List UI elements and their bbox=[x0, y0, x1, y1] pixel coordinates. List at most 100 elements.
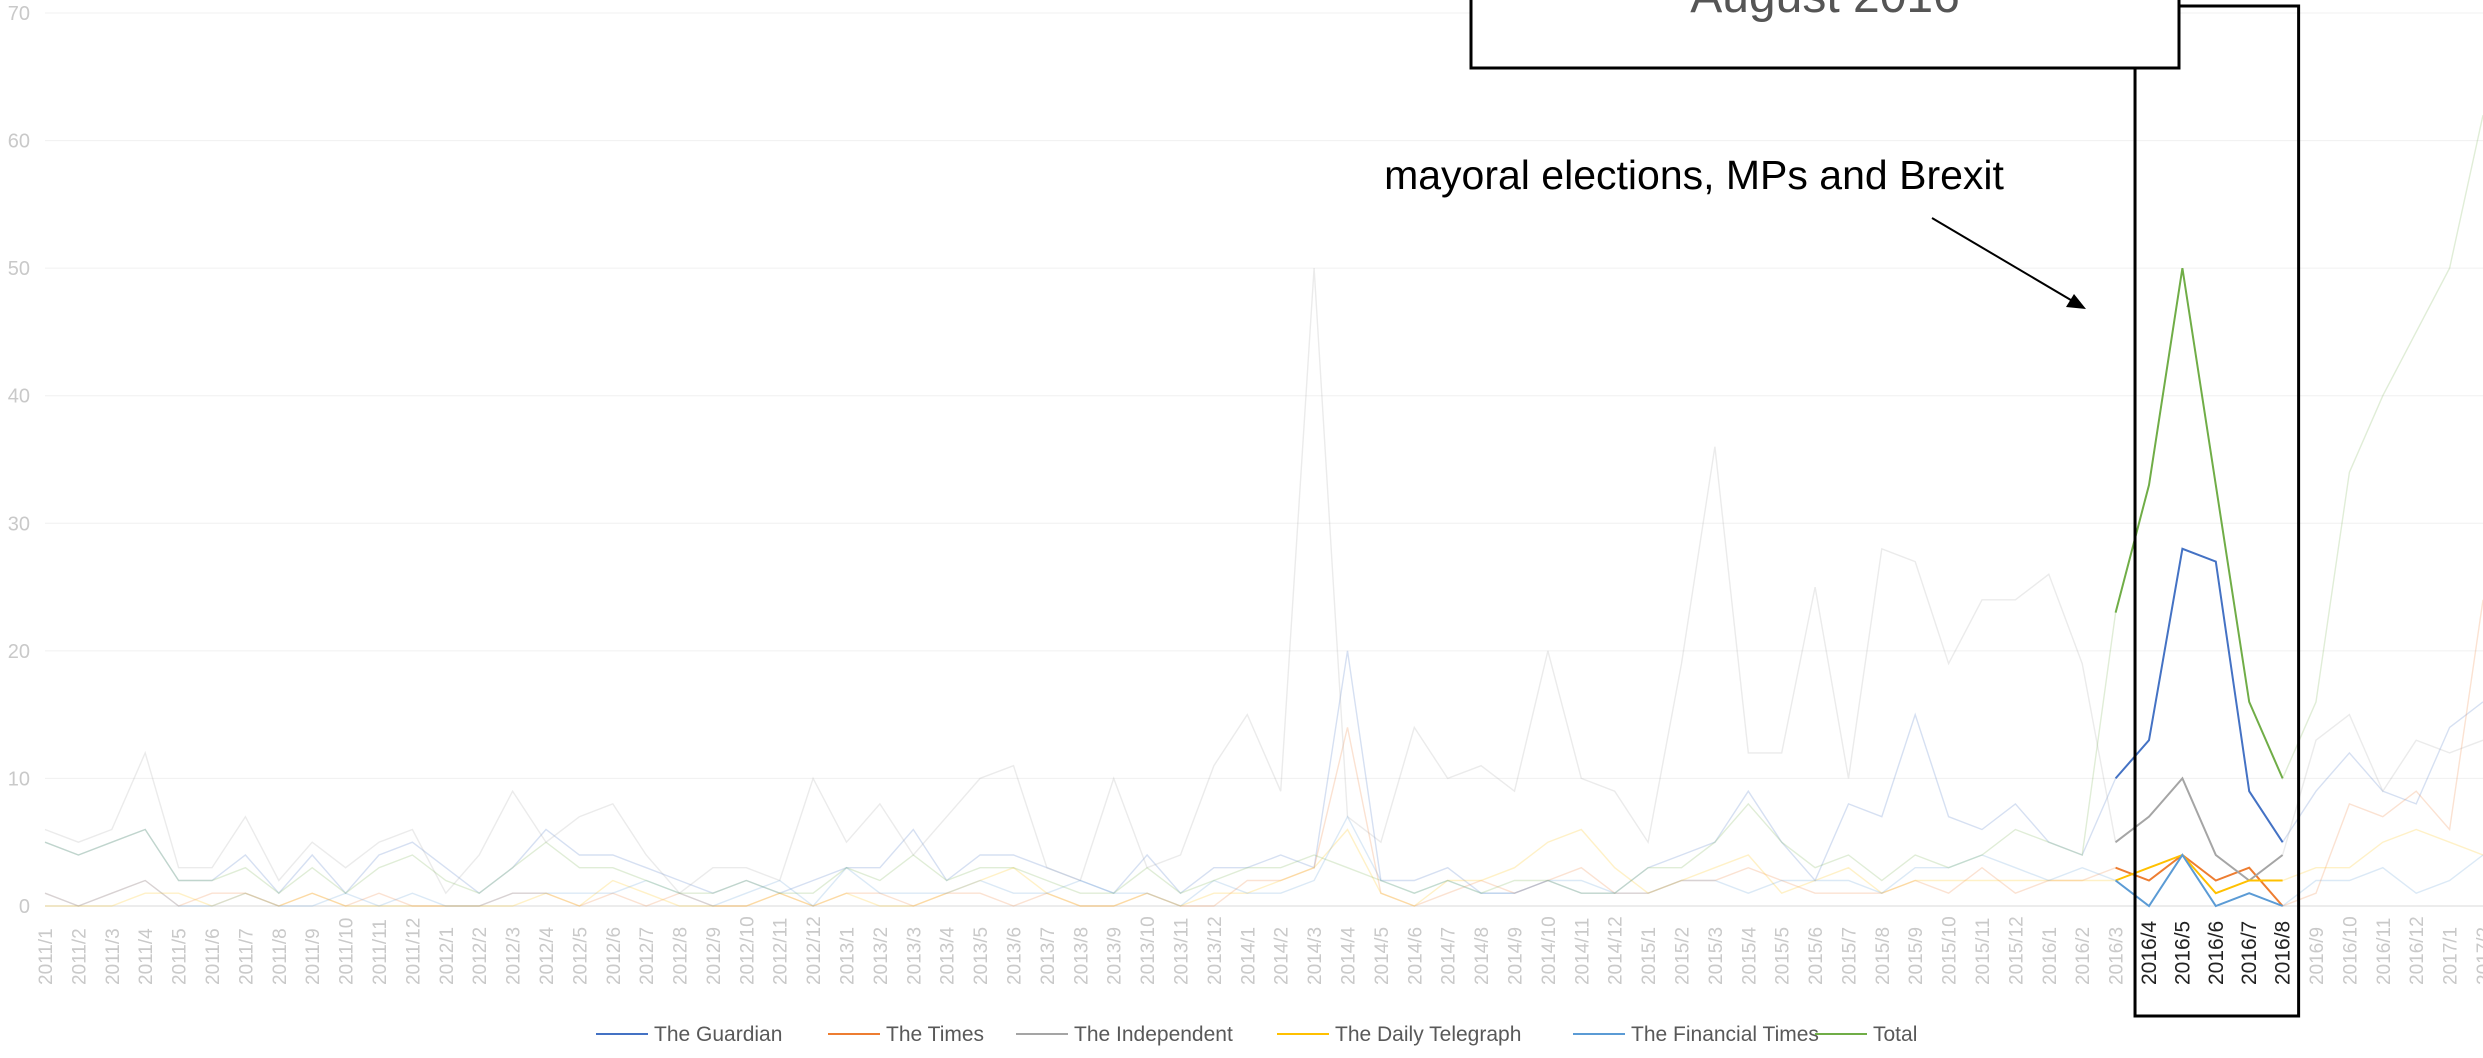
x-tick-label: 2015/1 bbox=[1639, 927, 1660, 985]
x-tick-label: 2011/9 bbox=[303, 928, 324, 985]
x-tick-label: 2013/1 bbox=[838, 927, 859, 985]
x-tick-label: 2015/12 bbox=[2006, 916, 2027, 985]
x-tick-label: 2011/1 bbox=[36, 928, 57, 985]
x-tick-label: 2013/12 bbox=[1205, 916, 1226, 985]
x-tick-label: 2016/9 bbox=[2307, 927, 2328, 985]
annotation: mayoral elections, MPs and Brexit bbox=[1384, 152, 2086, 309]
x-tick-label: 2014/8 bbox=[1472, 927, 1493, 985]
x-tick-label: 2013/10 bbox=[1138, 916, 1159, 985]
x-tick-label: 2014/10 bbox=[1539, 916, 1560, 985]
x-tick-label: 2015/7 bbox=[1839, 927, 1860, 985]
x-tick-label: 2014/3 bbox=[1305, 927, 1326, 985]
x-tick-label: 2013/2 bbox=[871, 927, 892, 985]
legend-label: The Daily Telegraph bbox=[1335, 1023, 1521, 1046]
x-tick-label: 2014/5 bbox=[1372, 927, 1393, 985]
series-line-highlight bbox=[2114, 267, 2284, 779]
x-tick-label: 2011/2 bbox=[69, 928, 90, 985]
x-tick-label: 2015/6 bbox=[1806, 927, 1827, 985]
gridlines bbox=[45, 12, 2483, 907]
x-tick-label: 2012/3 bbox=[504, 927, 525, 985]
x-tick-label: 2016/12 bbox=[2407, 916, 2428, 985]
y-tick-label: 70 bbox=[8, 3, 30, 25]
legend: The Guardian The Times The Independent The … bbox=[596, 1023, 1917, 1046]
x-tick-label: 2013/4 bbox=[938, 926, 959, 985]
x-tick-label: 2011/8 bbox=[270, 928, 291, 985]
x-tick-label: 2012/12 bbox=[804, 916, 825, 985]
series-line bbox=[44, 268, 2483, 895]
x-tick-label: 2014/4 bbox=[1338, 926, 1359, 985]
x-tick-label: 2012/2 bbox=[470, 927, 491, 985]
x-tick-label: 2016/1 bbox=[2040, 927, 2061, 985]
x-tick-label: 2015/8 bbox=[1873, 927, 1894, 985]
x-tick-label: 2012/7 bbox=[637, 927, 658, 985]
x-tick-label: 2015/3 bbox=[1706, 927, 1727, 985]
series-line-highlight bbox=[2114, 776, 2284, 882]
y-tick-label: 0 bbox=[19, 896, 30, 918]
x-tick-label: 2014/2 bbox=[1272, 927, 1293, 985]
legend-label: The Independent bbox=[1074, 1023, 1233, 1046]
x-axis-ticks: 2011/1 2011/2 2011/3 2011/4 2011/5 2011/6 2011… bbox=[36, 916, 2483, 985]
y-tick-label: 60 bbox=[8, 131, 30, 153]
x-tick-label: 2012/5 bbox=[570, 927, 591, 985]
x-tick-label: 2016/3 bbox=[2107, 927, 2128, 985]
y-tick-label: 40 bbox=[8, 386, 30, 408]
x-tick-label: 2014/11 bbox=[1572, 918, 1593, 985]
y-tick-label: 30 bbox=[8, 513, 30, 535]
series-line-highlight bbox=[2115, 853, 2284, 907]
callout-label: August 2016 bbox=[1690, 0, 1960, 23]
y-tick-label: 50 bbox=[8, 258, 30, 280]
x-tick-label: 2015/10 bbox=[1940, 916, 1961, 985]
x-tick-label: 2014/1 bbox=[1238, 927, 1259, 985]
annotation-text: mayoral elections, MPs and Brexit bbox=[1384, 152, 2004, 198]
x-tick-label: 2013/7 bbox=[1038, 927, 1059, 985]
x-tick-label: 2012/6 bbox=[604, 927, 625, 985]
x-tick-label: 2012/11 bbox=[771, 918, 792, 985]
x-tick-label: 2011/7 bbox=[236, 928, 257, 985]
x-tick-label: 2011/12 bbox=[403, 918, 424, 985]
series-line bbox=[44, 547, 2483, 895]
x-tick-label: 2013/5 bbox=[971, 927, 992, 985]
series-lines bbox=[44, 114, 2483, 908]
x-tick-label: 2011/11 bbox=[370, 919, 391, 985]
x-tick-label: 2013/3 bbox=[904, 927, 925, 985]
x-tick-label: 2013/11 bbox=[1172, 918, 1193, 985]
x-tick-label: 2011/4 bbox=[136, 928, 157, 985]
x-tick-label: 2012/9 bbox=[704, 927, 725, 985]
x-tick-label: 2013/6 bbox=[1005, 927, 1026, 985]
series-line bbox=[44, 815, 2483, 908]
callout-frame bbox=[1469, 0, 2181, 70]
legend-label: The Financial Times bbox=[1631, 1023, 1819, 1046]
y-axis-ticks: 0 10 20 30 40 50 60 70 bbox=[8, 3, 30, 918]
series-line-highlight bbox=[2114, 547, 2284, 843]
x-tick-label: 2011/5 bbox=[170, 928, 191, 985]
x-tick-label: 2012/8 bbox=[671, 927, 692, 985]
x-tick-label: 2017/2 bbox=[2474, 927, 2483, 985]
x-tick-label: 2014/7 bbox=[1439, 927, 1460, 985]
arrow-head-icon bbox=[2066, 294, 2086, 309]
y-tick-label: 10 bbox=[8, 768, 30, 790]
legend-label: The Guardian bbox=[654, 1023, 782, 1046]
x-tick-label: 2015/4 bbox=[1739, 926, 1760, 985]
x-tick-label: 2016/10 bbox=[2340, 916, 2361, 985]
series-line bbox=[44, 114, 2483, 895]
x-tick-label: 2015/2 bbox=[1672, 927, 1693, 985]
highlight-box bbox=[2133, 4, 2301, 1018]
x-tick-label: 2016/11 bbox=[2374, 918, 2395, 985]
legend-label: Total bbox=[1873, 1023, 1917, 1046]
x-tick-label: 2014/12 bbox=[1606, 916, 1627, 985]
legend-label: The Times bbox=[886, 1023, 984, 1046]
series-line bbox=[44, 599, 2483, 907]
x-tick-label: 2015/9 bbox=[1906, 927, 1927, 985]
x-tick-label: 2016/7 bbox=[2238, 921, 2261, 985]
x-tick-label: 2012/4 bbox=[537, 926, 558, 985]
callout-box: August 2016 bbox=[1469, 0, 2181, 70]
x-tick-label: 2013/9 bbox=[1105, 927, 1126, 985]
x-tick-label: 2016/5 bbox=[2171, 921, 2194, 985]
x-tick-label: 2012/1 bbox=[437, 927, 458, 985]
x-tick-label: 2011/10 bbox=[337, 918, 358, 985]
series-line bbox=[45, 828, 2483, 907]
x-tick-label: 2016/8 bbox=[2272, 921, 2295, 985]
x-tick-label: 2012/10 bbox=[737, 916, 758, 985]
x-tick-label: 2015/11 bbox=[1973, 918, 1994, 985]
